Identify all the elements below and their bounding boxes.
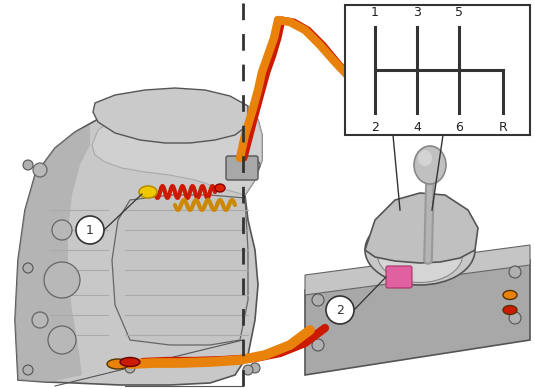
Circle shape [23, 365, 33, 375]
FancyBboxPatch shape [345, 5, 530, 135]
Text: 2: 2 [336, 303, 344, 317]
Circle shape [509, 266, 521, 278]
Text: 2: 2 [371, 121, 379, 134]
Polygon shape [365, 193, 478, 263]
Text: 4: 4 [413, 121, 421, 134]
Polygon shape [112, 195, 248, 345]
Text: 6: 6 [455, 121, 463, 134]
Text: 3: 3 [413, 6, 421, 19]
Circle shape [250, 160, 260, 170]
Polygon shape [15, 100, 262, 385]
Text: 1: 1 [86, 224, 94, 237]
Ellipse shape [120, 357, 140, 366]
Circle shape [48, 326, 76, 354]
Ellipse shape [365, 215, 475, 285]
Circle shape [33, 163, 47, 177]
Text: R: R [499, 121, 507, 134]
Polygon shape [305, 260, 530, 375]
Circle shape [23, 160, 33, 170]
Ellipse shape [418, 150, 432, 166]
Ellipse shape [215, 184, 225, 192]
Circle shape [326, 296, 354, 324]
Polygon shape [305, 245, 530, 295]
Circle shape [76, 216, 104, 244]
Circle shape [44, 262, 80, 298]
Circle shape [312, 294, 324, 306]
Ellipse shape [414, 146, 446, 184]
FancyBboxPatch shape [386, 266, 412, 288]
Text: 1: 1 [371, 6, 379, 19]
Circle shape [52, 220, 72, 240]
Circle shape [243, 365, 253, 375]
Ellipse shape [503, 305, 517, 314]
Circle shape [250, 363, 260, 373]
Ellipse shape [378, 228, 462, 282]
Polygon shape [92, 100, 262, 195]
FancyBboxPatch shape [226, 156, 258, 180]
Ellipse shape [139, 186, 157, 198]
Polygon shape [93, 88, 248, 143]
Circle shape [312, 339, 324, 351]
Polygon shape [15, 125, 90, 382]
Circle shape [509, 312, 521, 324]
Circle shape [125, 363, 135, 373]
Circle shape [23, 263, 33, 273]
Ellipse shape [503, 291, 517, 300]
Circle shape [32, 312, 48, 328]
Ellipse shape [107, 359, 129, 369]
Text: 5: 5 [455, 6, 463, 19]
